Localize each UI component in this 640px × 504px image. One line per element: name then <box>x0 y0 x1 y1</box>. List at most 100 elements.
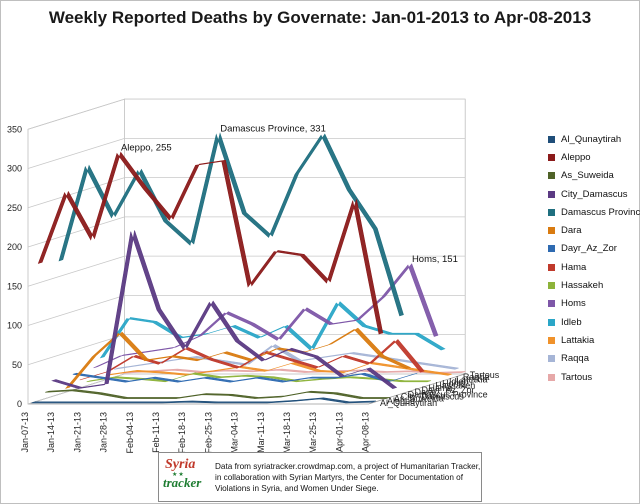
legend-swatch <box>548 227 555 235</box>
data-label: Damascus Province, 331 <box>220 123 326 134</box>
legend-swatch <box>548 373 555 381</box>
series-ribbon-dara <box>65 327 412 389</box>
x-tick-label: Apr-08-13 <box>361 412 371 452</box>
y-tick-label: 300 <box>7 164 22 174</box>
gridline <box>27 177 466 209</box>
x-tick-label: Jan-28-13 <box>99 412 109 453</box>
legend-label: Lattakia <box>561 334 595 346</box>
gridline <box>27 373 466 405</box>
legend-label: Idleb <box>561 316 582 328</box>
legend-swatch <box>548 300 555 308</box>
legend-swatch <box>548 282 555 290</box>
gridline <box>27 137 466 169</box>
y-tick-label: 150 <box>7 281 22 291</box>
logo-word-tracker: tracker <box>163 475 202 490</box>
depth-tick-label: Idleb <box>449 376 469 386</box>
legend-label: Dara <box>561 225 582 237</box>
data-label: Homs, 151 <box>412 254 458 265</box>
legend-label: Homs <box>561 298 586 310</box>
chart-title: Weekly Reported Deaths by Governate: Jan… <box>48 8 592 27</box>
legend-label: Damascus Province <box>561 206 640 218</box>
depth-tick-label: Tartous <box>470 370 500 380</box>
legend-swatch <box>548 245 555 253</box>
legend-swatch <box>548 208 555 216</box>
legend-label: City_Damascus <box>561 188 628 200</box>
grid-lines <box>27 98 466 405</box>
y-tick-label: 350 <box>7 124 22 134</box>
depth-tick-label: Al_Qunaytirah <box>380 398 437 408</box>
depth-tick-label: Dara <box>415 387 435 397</box>
legend-item: Damascus Province <box>548 203 640 221</box>
legend-swatch <box>548 135 555 143</box>
legend-item: Lattakia <box>548 331 640 349</box>
depth-tick-label: Dayr_Az_Zor <box>421 385 474 395</box>
legend-item: Dara <box>548 221 640 239</box>
legend-item: Raqqa <box>548 350 640 368</box>
legend-item: Tartous <box>548 368 640 386</box>
x-tick-label: Feb-11-13 <box>151 412 161 453</box>
legend: Al_Qunaytirah Aleppo As_Suweida City_Damasc… <box>548 130 640 386</box>
source-box: Syria ★★ tracker Data from syriatracker.… <box>158 452 482 502</box>
legend-label: Al_Qunaytirah <box>561 133 622 145</box>
legend-item: Hama <box>548 258 640 276</box>
x-tick-label: Mar-18-13 <box>282 412 292 454</box>
gridline <box>27 216 466 248</box>
x-tick-label: Apr-01-13 <box>334 412 344 452</box>
legend-item: Al_Qunaytirah <box>548 130 640 148</box>
x-tick-label: Jan-21-13 <box>72 412 82 453</box>
y-tick-label: 250 <box>7 203 22 213</box>
x-tick-label: Mar-04-13 <box>230 412 240 454</box>
gridline <box>27 98 466 130</box>
legend-label: Tartous <box>561 371 593 383</box>
legend-label: As_Suweida <box>561 170 614 182</box>
depth-tick-label: As_Suweida <box>394 394 444 404</box>
series-layer <box>31 132 466 404</box>
series-ribbon-lattakia <box>107 362 452 376</box>
syria-tracker-logo: Syria ★★ tracker <box>163 456 207 496</box>
depth-tick-label: Damascus Province <box>408 389 488 399</box>
source-text: Data from syriatracker.crowdmap.com, a p… <box>215 462 481 493</box>
depth-tick-label: Hassakeh <box>435 381 475 391</box>
logo-word-syria: Syria <box>165 457 196 472</box>
y-tick-label: 100 <box>7 321 22 331</box>
series-ribbon-homs <box>93 263 439 369</box>
legend-swatch <box>548 263 555 271</box>
series-ribbon-dayr-az-zor <box>72 372 418 383</box>
depth-axis-ticks: Al_QunaytirahAleppoAs_SuweidaCity_Damasc… <box>380 370 500 408</box>
gridline <box>27 255 466 287</box>
series-ribbon-al-qunaytirah <box>31 397 376 404</box>
legend-swatch <box>548 190 555 198</box>
y-tick-label: 0 <box>17 399 22 409</box>
legend-label: Hassakeh <box>561 280 604 292</box>
legend-item: Aleppo <box>548 148 640 166</box>
depth-tick-label: Hama <box>428 383 452 393</box>
legend-label: Dayr_Az_Zor <box>561 243 617 255</box>
x-tick-label: Feb-18-13 <box>177 412 187 454</box>
legend-label: Raqqa <box>561 353 589 365</box>
legend-label: Hama <box>561 261 587 273</box>
logo-stars-icon: ★★ <box>172 472 185 478</box>
x-tick-label: Feb-25-13 <box>203 412 213 454</box>
legend-item: As_Suweida <box>548 167 640 185</box>
depth-tick-label: Lattakia <box>456 374 488 384</box>
series-ribbon-city-damascus <box>51 230 398 389</box>
legend-item: Dayr_Az_Zor <box>548 240 640 258</box>
legend-swatch <box>548 336 555 344</box>
legend-item: City_Damascus <box>548 185 640 203</box>
x-tick-label: Jan-14-13 <box>46 412 56 453</box>
depth-tick-label: Aleppo <box>387 396 415 406</box>
annotations: Damascus Province, 331 Aleppo, 255 Homs, 1… <box>121 123 458 265</box>
gridline <box>27 294 466 326</box>
series-ribbon-as-suweida <box>45 389 390 399</box>
x-axis-ticks: Jan-07-13 Jan-14-13 Jan-21-13 Jan-28-13 Feb-… <box>20 412 371 454</box>
data-label: Aleppo, 255 <box>121 143 172 154</box>
legend-swatch <box>548 153 555 161</box>
legend-item: Hassakeh <box>548 276 640 294</box>
legend-swatch <box>548 172 555 180</box>
x-tick-label: Jan-07-13 <box>20 412 30 453</box>
legend-swatch <box>548 318 555 326</box>
legend-swatch <box>548 355 555 363</box>
x-tick-label: Feb-04-13 <box>125 412 135 454</box>
legend-item: Idleb <box>548 313 640 331</box>
